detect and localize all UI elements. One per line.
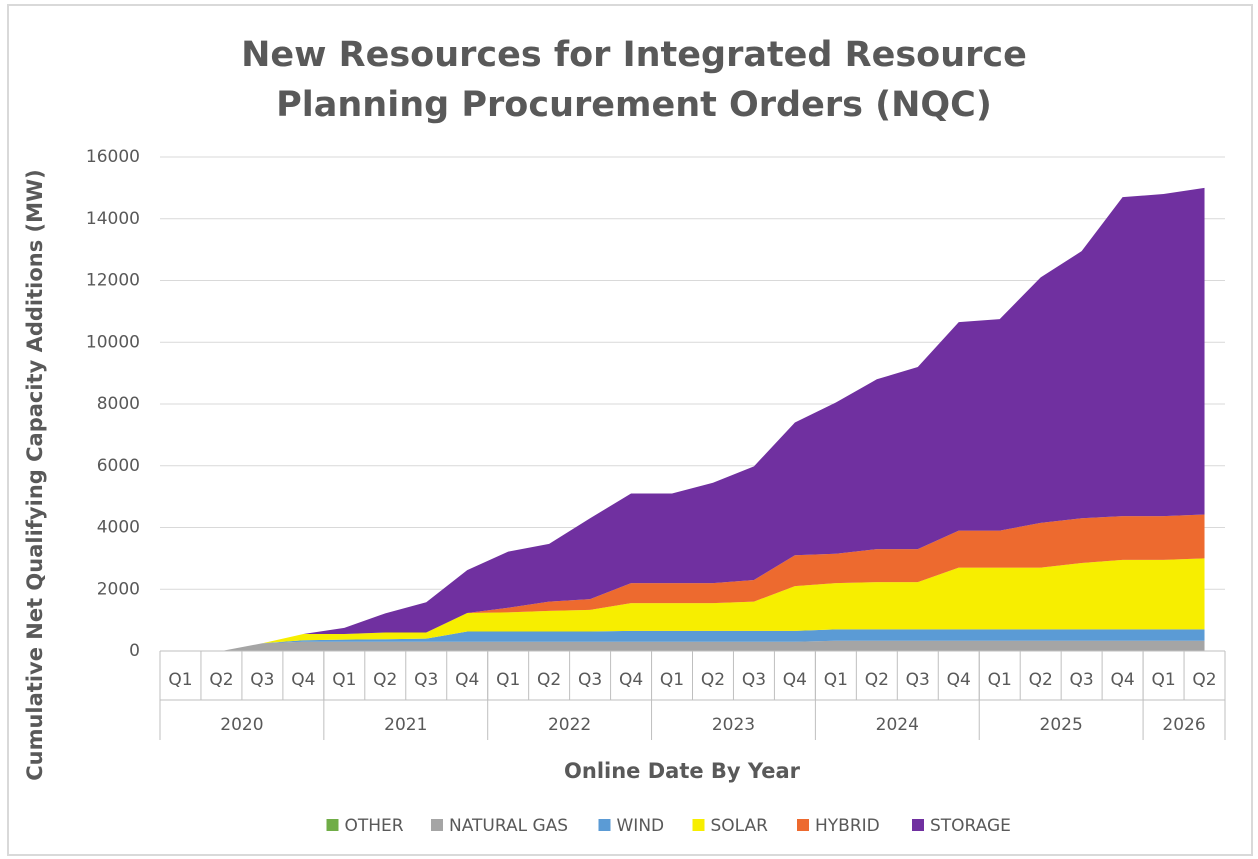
x-tick-label: Q3 — [250, 670, 274, 690]
legend-swatch — [912, 819, 924, 831]
x-tick-label: Q1 — [332, 670, 356, 690]
area — [180, 629, 1205, 651]
y-tick-label: 16000 — [86, 147, 140, 167]
x-group-label: 2026 — [1162, 715, 1205, 735]
x-group-label: 2025 — [1040, 715, 1083, 735]
legend-label: SOLAR — [711, 816, 769, 836]
x-tick-label: Q3 — [578, 670, 602, 690]
area — [180, 558, 1205, 651]
y-tick-label: 14000 — [86, 209, 140, 229]
legend-swatch — [692, 819, 705, 831]
y-tick-label: 12000 — [86, 271, 140, 291]
x-tick-label: Q2 — [1029, 670, 1053, 690]
x-tick-label: Q3 — [1070, 670, 1094, 690]
x-tick-label: Q1 — [168, 670, 192, 690]
x-tick-label: Q4 — [1110, 670, 1134, 690]
x-group-label: 2020 — [220, 715, 263, 735]
x-tick-label: Q3 — [906, 670, 930, 690]
legend-swatch — [431, 819, 443, 831]
chart-title: New Resources for Integrated Resource — [241, 35, 1027, 75]
chart-title: Planning Procurement Orders (NQC) — [276, 85, 992, 125]
y-tick-label: 8000 — [97, 394, 140, 414]
x-tick-label: Q1 — [988, 670, 1012, 690]
x-tick-label: Q2 — [865, 670, 889, 690]
area — [180, 187, 1205, 651]
y-tick-label: 4000 — [97, 518, 140, 538]
x-tick-label: Q3 — [414, 670, 438, 690]
x-tick-label: Q4 — [291, 670, 315, 690]
legend-label: NATURAL GAS — [449, 816, 568, 836]
x-group-label: 2024 — [876, 715, 919, 735]
x-group-label: 2022 — [548, 715, 591, 735]
legend-label: WIND — [617, 816, 665, 836]
x-tick-label: Q2 — [209, 670, 233, 690]
x-tick-label: Q2 — [373, 670, 397, 690]
x-group-label: 2023 — [712, 715, 755, 735]
legend-label: HYBRID — [815, 816, 880, 836]
y-axis-label: Cumulative Net Qualifying Capacity Addit… — [23, 169, 47, 781]
x-tick-label: Q4 — [783, 670, 807, 690]
x-tick-label: Q1 — [496, 670, 520, 690]
x-tick-label: Q2 — [537, 670, 561, 690]
legend-swatch — [326, 819, 339, 831]
x-tick-label: Q2 — [701, 670, 725, 690]
y-tick-label: 6000 — [97, 456, 140, 476]
x-group-label: 2021 — [384, 715, 427, 735]
x-tick-label: Q4 — [947, 670, 971, 690]
x-tick-label: Q1 — [660, 670, 684, 690]
x-tick-label: Q3 — [742, 670, 766, 690]
x-tick-label: Q1 — [824, 670, 848, 690]
y-tick-label: 10000 — [86, 332, 140, 352]
legend-swatch — [797, 819, 809, 831]
y-tick-label: 2000 — [97, 579, 140, 599]
legend-swatch — [598, 819, 611, 831]
area — [180, 640, 1205, 651]
x-tick-label: Q2 — [1192, 670, 1216, 690]
legend-label: STORAGE — [930, 816, 1011, 836]
area — [180, 514, 1205, 651]
legend-label: OTHER — [345, 816, 404, 836]
y-tick-label: 0 — [129, 641, 140, 661]
x-axis-label: Online Date By Year — [564, 759, 801, 783]
x-tick-label: Q4 — [455, 670, 479, 690]
x-tick-label: Q4 — [619, 670, 643, 690]
x-tick-label: Q1 — [1151, 670, 1175, 690]
